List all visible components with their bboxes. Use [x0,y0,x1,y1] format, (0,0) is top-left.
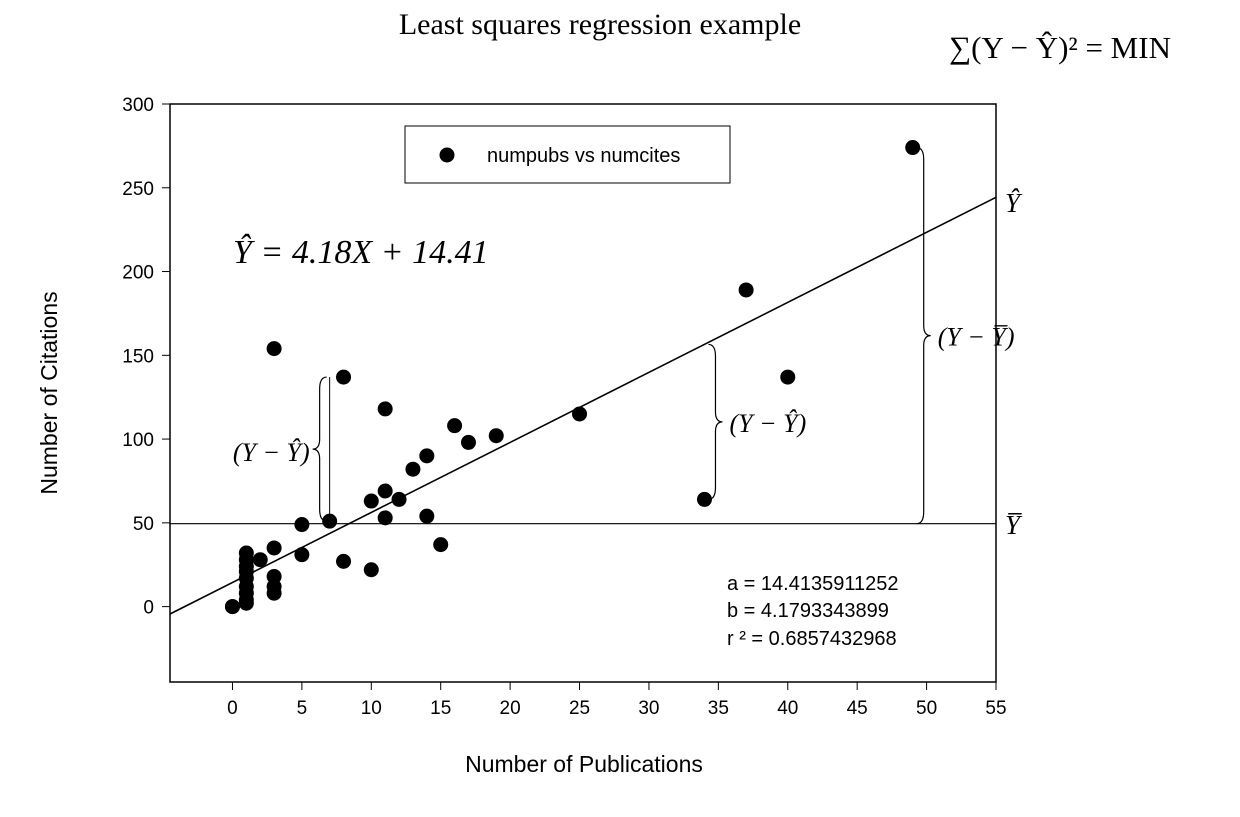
data-point [780,369,796,385]
legend-label: numpubs vs numcites [487,145,680,167]
data-point [322,513,338,529]
x-tick-label: 45 [847,698,868,719]
data-point [224,599,240,615]
y-tick-label: 0 [143,598,154,619]
data-point [696,491,712,507]
data-point [294,517,310,533]
data-point [252,552,268,568]
data-point [460,434,476,450]
y-tick-label: 250 [122,179,154,200]
data-point [363,493,379,509]
chart-title: Least squares regression example [399,8,801,41]
x-tick-label: 55 [985,698,1006,719]
y-tick-label: 150 [122,346,154,367]
stats-box: a = 14.4135911252 b = 4.1793343899 r ² =… [727,573,898,650]
plot-frame [169,103,997,683]
regression-line [169,196,997,615]
total-brace [916,146,931,525]
data-point [419,508,435,524]
stat-a: a = 14.4135911252 [727,573,898,595]
data-point [294,547,310,563]
y-tick-label: 50 [133,514,154,535]
data-point [363,562,379,578]
x-tick-label: 35 [708,698,729,719]
legend-box [404,125,731,184]
data-point [377,510,393,526]
y-tick-label: 200 [122,263,154,284]
data-point [905,140,921,156]
data-point [391,491,407,507]
stat-b: b = 4.1793343899 [727,600,889,622]
data-point [266,540,282,556]
regression-equation: Ŷ = 4.18X + 14.41 [233,234,489,271]
data-point [377,401,393,417]
y-hat-label: Ŷ [1005,188,1023,218]
data-point [572,406,588,422]
x-tick-label: 5 [297,698,308,719]
data-point [336,369,352,385]
data-point [405,461,421,477]
y-axis-label: Number of Citations [36,291,62,494]
data-point [488,428,504,444]
x-tick-label: 50 [916,698,937,719]
y-tick-label: 100 [122,430,154,451]
data-point [266,568,282,584]
data-point [738,282,754,298]
x-tick-label: 40 [777,698,798,719]
stat-r2: r ² = 0.6857432968 [727,628,897,650]
x-tick-label: 15 [430,698,451,719]
data-point [336,553,352,569]
x-tick-label: 30 [638,698,659,719]
data-point [447,418,463,434]
data-point [377,483,393,499]
x-tick-label: 20 [500,698,521,719]
data-point [433,537,449,553]
residual-brace [312,376,327,522]
legend: numpubs vs numcites [404,125,731,184]
residual-brace [708,343,723,500]
total-deviation-label: (Y − Y̅) [938,323,1015,352]
residual-label: (Y − Ŷ) [729,409,806,438]
x-tick-label: 25 [569,698,590,719]
x-tick-label: 10 [361,698,382,719]
min-formula: ∑(Y − Ŷ)² = MIN [949,30,1171,65]
y-bar-label: Y̅ [1005,510,1023,540]
x-tick-label: 0 [227,698,238,719]
data-point [419,448,435,464]
legend-marker [439,147,455,163]
data-point [238,545,254,561]
x-axis-label: Number of Publications [465,751,703,777]
y-tick-label: 300 [122,95,154,116]
data-point [266,341,282,357]
residual-label: (Y − Ŷ) [233,438,310,467]
